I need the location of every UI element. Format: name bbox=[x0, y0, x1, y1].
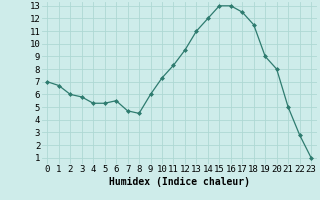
X-axis label: Humidex (Indice chaleur): Humidex (Indice chaleur) bbox=[109, 177, 250, 187]
